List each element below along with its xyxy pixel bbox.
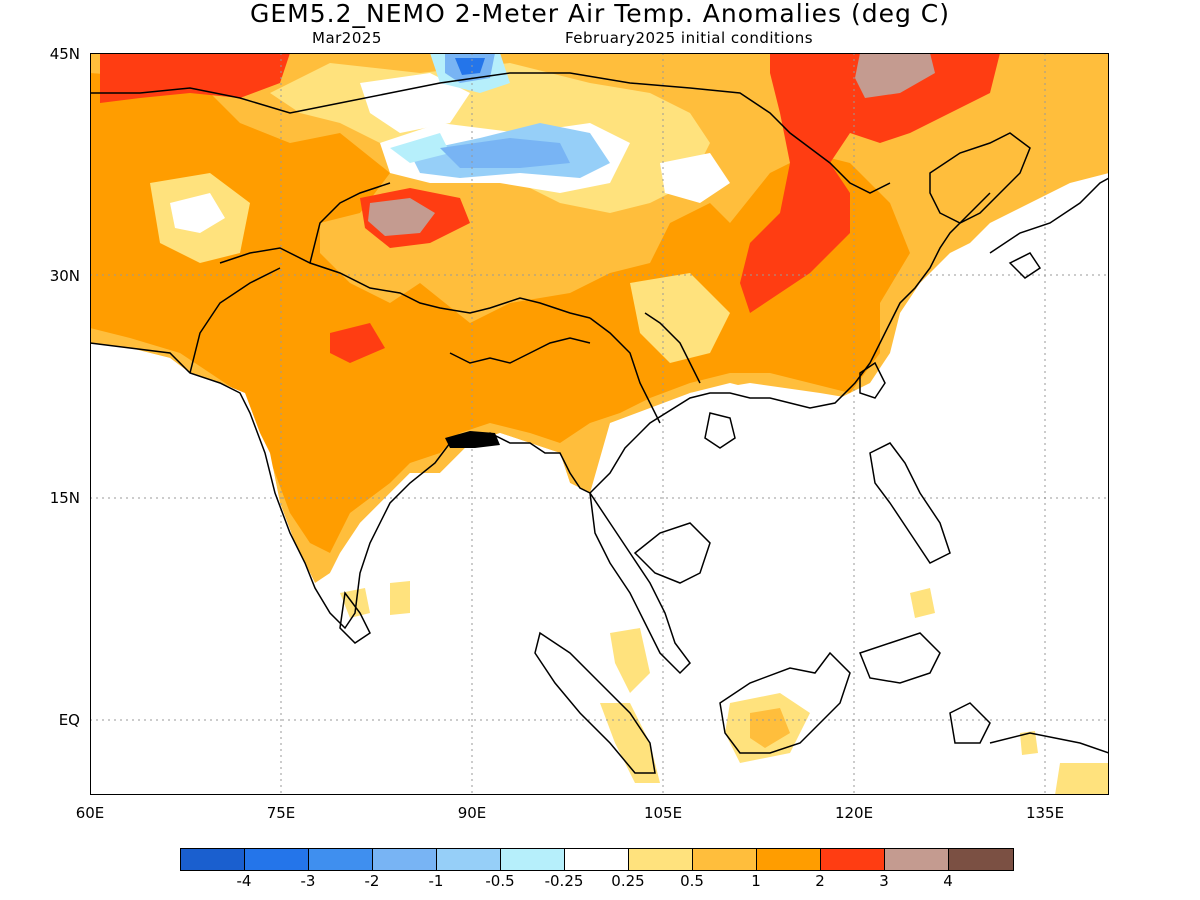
colorbar-swatch (181, 849, 245, 870)
colorbar-label: 0.25 (611, 872, 645, 890)
colorbar-label: 3 (879, 872, 889, 890)
colorbar-swatch (885, 849, 949, 870)
lat-label-15n: 15N (49, 489, 80, 507)
lon-label-75e: 75E (266, 804, 296, 822)
lat-label-eq: EQ (58, 711, 80, 729)
lon-label-60e: 60E (75, 804, 105, 822)
lat-label-45n: 45N (49, 45, 80, 63)
colorbar (180, 848, 1014, 871)
delta-fill (445, 431, 500, 448)
lon-label-135e: 135E (1025, 804, 1065, 822)
colorbar-label: -1 (428, 872, 444, 890)
map-title: GEM5.2_NEMO 2-Meter Air Temp. Anomalies … (250, 0, 950, 28)
colorbar-label: 0.5 (680, 872, 704, 890)
colorbar-swatch (565, 849, 629, 870)
forecast-month: Mar2025 (312, 29, 382, 47)
colorbar-label: -0.5 (485, 872, 515, 890)
colorbar-swatch (437, 849, 501, 870)
colorbar-swatch (629, 849, 693, 870)
colorbar-label: -3 (300, 872, 316, 890)
colorbar-swatch (949, 849, 1013, 870)
lat-label-30n: 30N (49, 267, 80, 285)
grid-lines (90, 53, 1109, 795)
anomaly-field-pink (855, 53, 935, 98)
colorbar-swatch (309, 849, 373, 870)
colorbar-swatch (821, 849, 885, 870)
colorbar-swatch (501, 849, 565, 870)
colorbar-label: 1 (751, 872, 761, 890)
colorbar-label: 4 (943, 872, 953, 890)
colorbar-label: -4 (236, 872, 252, 890)
colorbar-swatch (757, 849, 821, 870)
lon-label-90e: 90E (457, 804, 487, 822)
lon-label-120e: 120E (834, 804, 874, 822)
coastlines (90, 72, 1109, 774)
colorbar-swatch (373, 849, 437, 870)
initial-conditions: February2025 initial conditions (565, 29, 814, 47)
colorbar-label: 2 (815, 872, 825, 890)
colorbar-swatch (693, 849, 757, 870)
colorbar-swatch (245, 849, 309, 870)
anomaly-field-white (360, 73, 470, 133)
anomaly-map (90, 53, 1109, 795)
lon-label-105e: 105E (643, 804, 683, 822)
map-canvas (90, 53, 1109, 795)
anomaly-field-orange (90, 73, 910, 553)
anomaly-field-red (740, 53, 1000, 313)
colorbar-label: -0.25 (544, 872, 584, 890)
colorbar-label: -2 (364, 872, 380, 890)
